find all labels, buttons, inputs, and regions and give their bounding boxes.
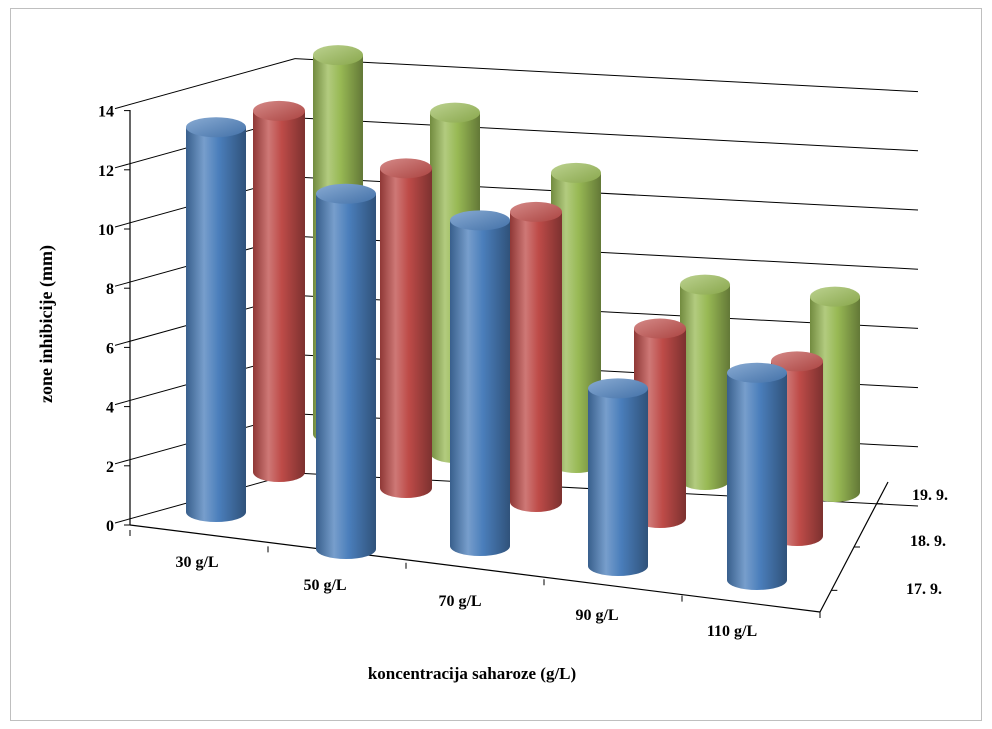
bar-body	[380, 168, 432, 498]
series-label: 19. 9.	[912, 487, 948, 504]
bar	[450, 210, 510, 556]
side-gridline	[114, 58, 296, 110]
y-tick-label: 8	[106, 281, 114, 298]
bar-top	[380, 158, 432, 179]
bar-top	[510, 201, 562, 222]
bar-top	[810, 286, 860, 307]
bar-top	[727, 362, 787, 383]
bar-body	[680, 284, 730, 490]
bar-body	[588, 388, 648, 576]
y-tick-label: 10	[98, 222, 114, 239]
y-tick-label: 4	[106, 400, 114, 417]
bar-top	[588, 378, 648, 399]
back-gridline	[294, 117, 919, 152]
y-axis-title: zone inhibicije (mm)	[36, 245, 57, 403]
bar	[510, 201, 562, 513]
x-tick-label: 50 g/L	[303, 577, 346, 594]
labels-layer: zone inhibicije (mm) koncentracija sahar…	[36, 245, 576, 683]
bar-top	[253, 100, 305, 121]
bar-top	[771, 351, 823, 372]
bar-top	[186, 117, 246, 138]
bars-layer	[186, 45, 860, 590]
bar	[253, 100, 305, 482]
bar-top	[551, 162, 601, 183]
x-tick-label: 30 g/L	[175, 554, 218, 571]
bar	[380, 158, 432, 498]
x-tick-label: 70 g/L	[438, 593, 481, 610]
y-tick-label: 14	[98, 104, 114, 121]
y-tick-label: 12	[98, 163, 114, 180]
bar-top	[634, 318, 686, 339]
x-tick-label: 110 g/L	[707, 623, 757, 640]
bar-body	[253, 110, 305, 482]
bar-body	[186, 127, 246, 522]
bar	[727, 362, 787, 590]
bar-top	[316, 183, 376, 204]
y-tick-label: 6	[106, 340, 114, 357]
series-label: 18. 9.	[910, 533, 946, 550]
bar-body	[450, 220, 510, 556]
bar-top	[680, 274, 730, 295]
bar	[316, 183, 376, 560]
axes-layer: 0 2 4 6 8 10 12 14 30 g/L 50 g/L 70 g/L 90 g/L 110 g…	[98, 104, 948, 640]
bar-top	[313, 45, 363, 66]
bar-body	[510, 211, 562, 513]
bar	[680, 274, 730, 490]
y-tick-label: 0	[106, 518, 114, 535]
series-label: 17. 9.	[906, 581, 942, 598]
bar	[186, 117, 246, 522]
bar-body	[727, 372, 787, 590]
bar-top	[430, 102, 480, 123]
x-axis-title: koncentracija saharoze (g/L)	[368, 664, 576, 683]
bar-body	[316, 193, 376, 560]
bar-top	[450, 210, 510, 231]
x-tick-label: 90 g/L	[575, 607, 618, 624]
x-axis-line	[129, 524, 821, 613]
y-tick-label: 2	[106, 459, 114, 476]
bar	[588, 378, 648, 576]
back-gridline	[294, 58, 919, 93]
